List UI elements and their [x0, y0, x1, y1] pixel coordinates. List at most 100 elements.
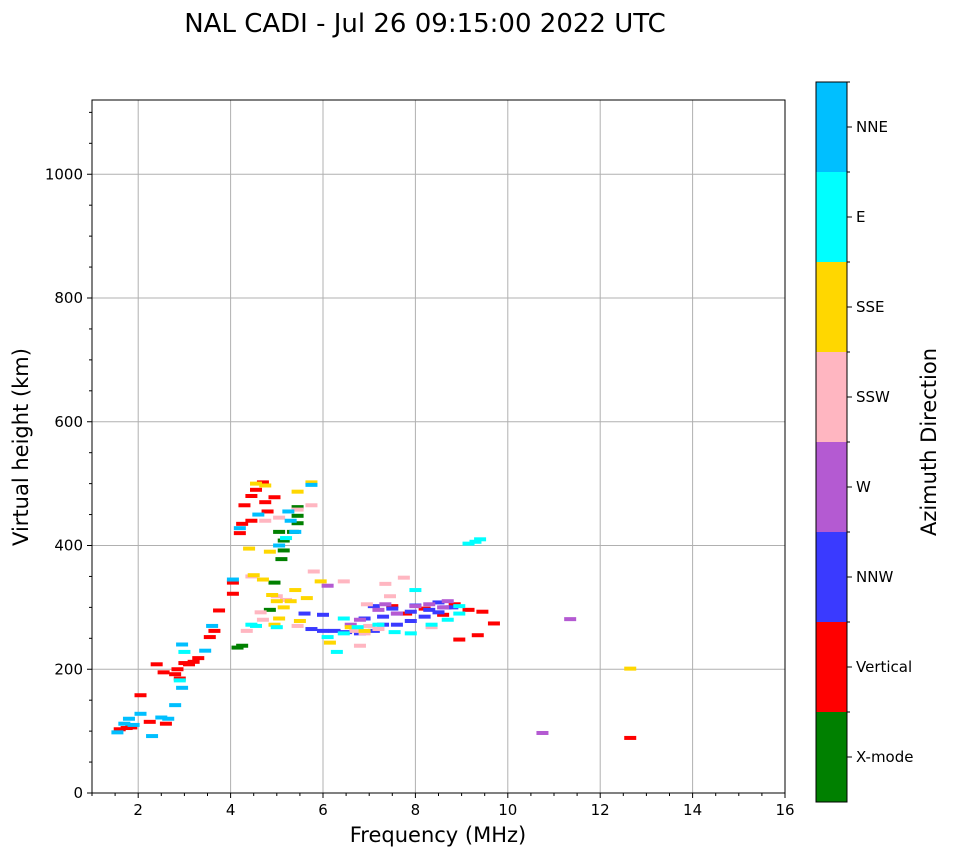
echo-mark-e	[372, 622, 385, 627]
grid-lines	[92, 100, 785, 793]
x-axis-label: Frequency (MHz)	[350, 823, 526, 847]
echo-mark-sse	[270, 599, 283, 604]
echo-mark-nne	[122, 716, 135, 721]
echo-mark-e	[441, 617, 454, 622]
echo-mark-nnw	[317, 628, 329, 633]
echo-mark-e	[469, 539, 482, 544]
colorbar-tick-label: NNW	[856, 568, 893, 586]
echo-mark-vertical	[203, 635, 216, 640]
echo-mark-nne	[176, 685, 189, 690]
colorbar-tick-label: X-mode	[856, 748, 913, 766]
echo-mark-ssw	[363, 623, 376, 628]
echo-mark-ssw	[383, 594, 396, 599]
echo-mark-e	[453, 604, 466, 609]
echo-mark-w	[344, 622, 357, 627]
echo-mark-sse	[263, 549, 276, 554]
echo-mark-vertical	[113, 727, 126, 732]
echo-mark-nne	[176, 642, 189, 647]
echo-mark-ssw	[397, 575, 410, 580]
echo-mark-ssw	[360, 602, 373, 607]
echo-mark-vertical	[487, 621, 500, 626]
echo-mark-x-mode	[275, 557, 288, 562]
echo-mark-sse	[314, 579, 327, 584]
echo-mark-e	[245, 622, 258, 627]
echo-mark-nne	[282, 509, 295, 514]
x-tick-label: 10	[498, 801, 517, 819]
echo-mark-nne	[284, 518, 297, 523]
x-tick-label: 2	[133, 801, 143, 819]
echo-mark-vertical	[125, 725, 138, 730]
echo-mark-vertical	[386, 604, 399, 609]
echo-mark-vertical	[453, 637, 466, 642]
echo-mark-w	[536, 730, 549, 735]
echo-mark-sse	[243, 546, 256, 551]
axis-ticks: 2 4 6 8 10 12 14 16 0 200 400 600 800 1000	[45, 111, 795, 819]
echo-mark-ssw	[425, 625, 438, 630]
colorbar-segment-x-mode	[816, 712, 847, 802]
echo-mark-vertical	[233, 531, 246, 536]
echo-mark-sse	[291, 489, 304, 494]
echo-mark-x-mode	[268, 580, 281, 585]
echo-mark-x-mode	[273, 529, 286, 534]
echo-mark-w	[353, 617, 366, 622]
echo-mark-sse	[266, 593, 279, 597]
echo-mark-vertical	[159, 721, 172, 726]
echo-mark-nnw	[386, 606, 399, 611]
echo-mark-ssw	[291, 507, 304, 512]
echo-mark-nnw	[404, 609, 417, 614]
x-tick-label: 16	[775, 801, 794, 819]
echo-mark-e	[453, 611, 466, 616]
echo-mark-sse	[624, 666, 637, 671]
echo-mark-x-mode	[277, 538, 290, 543]
y-axis-label: Virtual height (km)	[9, 348, 33, 546]
echo-mark-nne	[289, 529, 302, 534]
echo-mark-nne	[199, 648, 212, 653]
echo-mark-ssw	[337, 579, 350, 584]
echo-mark-sse	[289, 588, 302, 593]
echo-mark-nnw	[377, 614, 390, 619]
colorbar-segment-nnw	[816, 532, 847, 622]
echo-mark-nne	[226, 577, 239, 582]
echo-mark-nne	[252, 512, 265, 517]
echo-mark-sse	[256, 577, 269, 582]
colorbar-tick-label: E	[856, 208, 865, 226]
y-tick-label: 200	[54, 660, 83, 678]
echo-mark-e	[404, 631, 417, 636]
echo-mark-vertical	[192, 656, 205, 661]
colorbar-label: Azimuth Direction	[917, 348, 941, 536]
colorbar-tick-label: NNE	[856, 118, 888, 136]
echo-mark-vertical	[476, 609, 489, 614]
echo-mark-ssw	[372, 627, 385, 632]
echo-mark-nne	[169, 703, 182, 708]
echo-mark-nnw	[418, 614, 431, 619]
y-tick-label: 1000	[45, 165, 83, 183]
echo-mark-ssw	[353, 643, 366, 648]
echo-mark-vertical	[157, 670, 170, 675]
echo-mark-sse	[323, 640, 336, 645]
echo-mark-e	[270, 625, 283, 630]
echo-mark-e	[337, 616, 350, 621]
echo-mark-vertical	[208, 628, 221, 633]
echo-mark-vertical	[245, 494, 258, 498]
echo-mark-w	[372, 607, 385, 612]
echo-mark-e	[474, 537, 487, 542]
echo-mark-vertical	[226, 580, 239, 585]
echo-mark-e	[178, 649, 191, 654]
echo-mark-vertical	[187, 659, 200, 664]
echo-mark-x-mode	[291, 513, 304, 518]
echo-mark-vertical	[624, 735, 637, 740]
echo-mark-ssw	[291, 623, 304, 628]
echo-mark-ssw	[305, 503, 318, 508]
echo-mark-w	[441, 599, 454, 604]
colorbar-segment-ssw	[816, 352, 847, 442]
echo-mark-vertical	[250, 487, 263, 492]
echo-mark-nne	[233, 526, 246, 531]
echo-mark-ssw	[379, 581, 392, 586]
echo-mark-nne	[162, 716, 175, 721]
echo-mark-nne	[155, 715, 168, 720]
echo-mark-vertical	[226, 591, 239, 596]
echo-mark-ssw	[349, 628, 362, 633]
colorbar-segment-nne	[816, 82, 847, 172]
echo-mark-nne	[206, 623, 219, 628]
